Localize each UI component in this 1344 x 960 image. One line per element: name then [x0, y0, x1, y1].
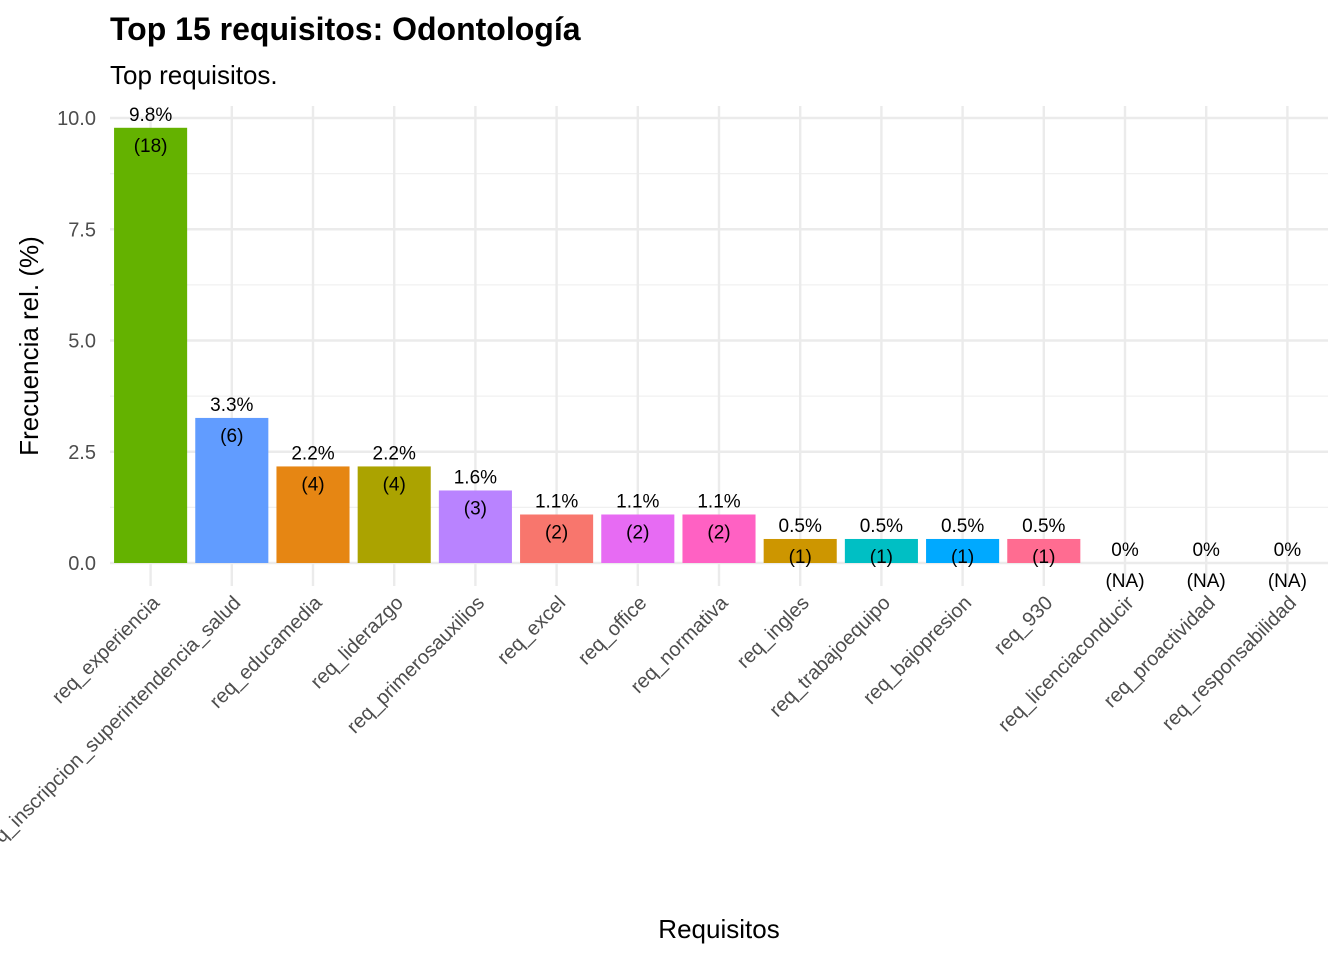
bar [1007, 538, 1081, 563]
bar [195, 417, 269, 563]
bar-count-label: (1) [1032, 547, 1055, 568]
bars [114, 127, 1081, 563]
y-tick-label: 5.0 [68, 331, 96, 353]
bar-count-label: (2) [707, 522, 730, 543]
y-tick-label: 0.0 [68, 553, 96, 575]
y-tick-label: 10.0 [57, 108, 96, 130]
bar-percent-label: 0.5% [779, 516, 822, 537]
x-tick-label: req_responsabilidad [1158, 592, 1301, 735]
x-axis-title: Requisitos [658, 914, 779, 944]
bar-percent-label: 3.3% [210, 395, 253, 416]
bar [682, 514, 756, 563]
bar [763, 538, 837, 563]
bar-count-label: (NA) [1187, 571, 1226, 592]
x-tick-label: req_licenciaconducir [994, 592, 1139, 737]
bar [520, 514, 594, 563]
x-axis-ticks: req_experienciareq_inscripcion_superinte… [0, 591, 1301, 860]
bar-percent-label: 0% [1274, 540, 1302, 561]
bar-percent-label: 1.1% [535, 491, 578, 512]
bar-percent-label: 0% [1111, 540, 1139, 561]
chart-subtitle: Top requisitos. [110, 60, 278, 90]
y-tick-label: 2.5 [68, 442, 96, 464]
y-tick-label: 7.5 [68, 219, 96, 241]
bar-count-label: (1) [951, 547, 974, 568]
y-axis-ticks: 0.0 2.5 5.0 7.5 10.0 [57, 108, 96, 575]
bar-percent-label: 2.2% [373, 443, 416, 464]
bar [114, 127, 188, 563]
bar-count-label: (3) [464, 498, 487, 519]
bar-percent-label: 1.1% [697, 491, 740, 512]
bar-percent-label: 1.1% [616, 491, 659, 512]
bar [601, 514, 675, 563]
bar-percent-label: 0.5% [1022, 516, 1065, 537]
x-tick-label: req_ingles [733, 592, 814, 673]
bar-percent-label: 2.2% [291, 443, 334, 464]
bar-labels: 9.8% (18) 3.3% (6) 2.2% (4) 2.2% (4) 1.6% (3) 1.1%… [129, 105, 1307, 592]
bar-count-label: (4) [383, 474, 406, 495]
bar [926, 538, 1000, 563]
bar-count-label: (18) [134, 136, 168, 157]
x-tick-label: req_930 [990, 592, 1057, 659]
bar-count-label: (NA) [1105, 571, 1144, 592]
y-axis-title: Frecuencia rel. (%) [14, 236, 44, 456]
bar-percent-label: 9.8% [129, 105, 172, 126]
bar-count-label: (NA) [1268, 571, 1307, 592]
bar-count-label: (1) [870, 547, 893, 568]
x-tick-label: req_excel [493, 592, 570, 669]
bar-percent-label: 0% [1192, 540, 1220, 561]
bar-percent-label: 1.6% [454, 467, 497, 488]
bar-count-label: (6) [220, 426, 243, 447]
x-tick-label: req_office [574, 592, 651, 669]
bar-percent-label: 0.5% [860, 516, 903, 537]
bar-count-label: (1) [789, 547, 812, 568]
chart-title: Top 15 requisitos: Odontología [110, 11, 581, 47]
bar [438, 490, 512, 563]
bar [357, 466, 431, 563]
bar-count-label: (2) [545, 522, 568, 543]
bar [276, 466, 350, 563]
bar-count-label: (4) [301, 474, 324, 495]
bar-count-label: (2) [626, 522, 649, 543]
x-tick-label: req_primerosauxilios [343, 592, 489, 738]
bar [844, 538, 918, 563]
bar-percent-label: 0.5% [941, 516, 984, 537]
